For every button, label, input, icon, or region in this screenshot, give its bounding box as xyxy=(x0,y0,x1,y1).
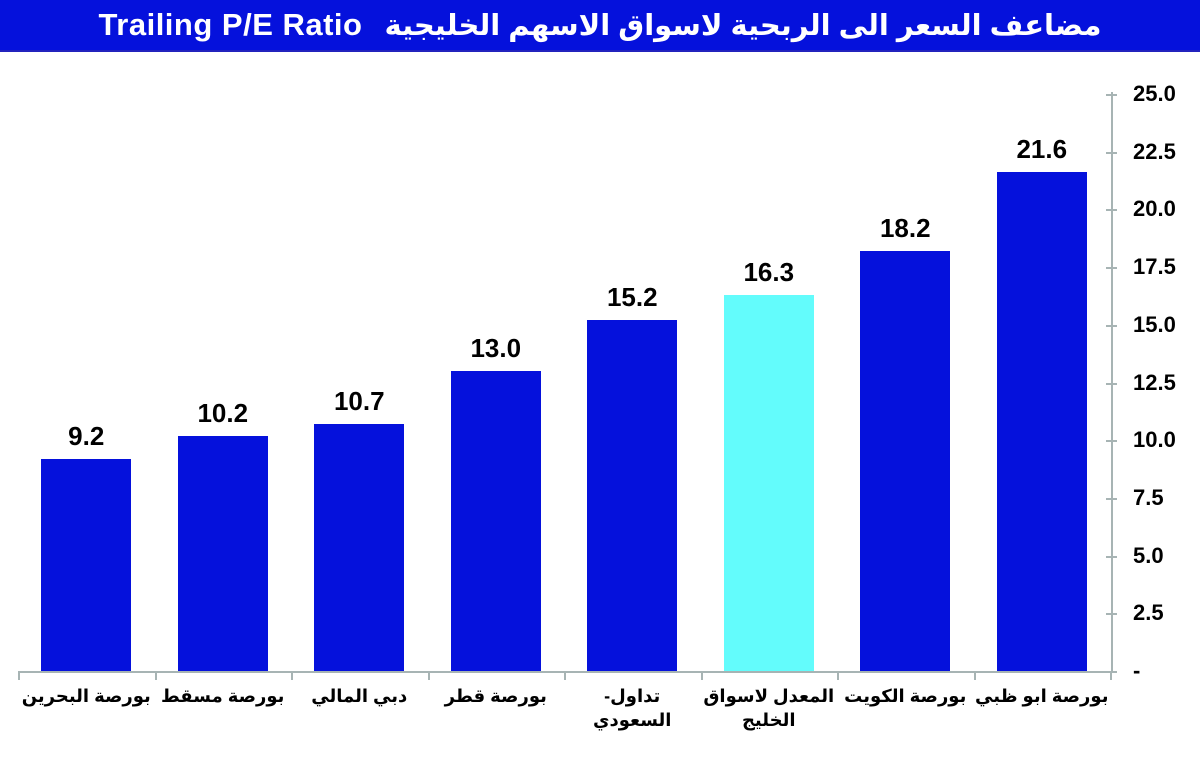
y-tick-mark xyxy=(1106,267,1117,270)
x-tick-mark xyxy=(291,671,293,680)
chart-title-arabic: مضاعف السعر الى الربحية لاسواق الاسهم ال… xyxy=(384,9,1102,42)
y-tick-label: 15.0 xyxy=(1133,311,1176,337)
x-tick-mark xyxy=(427,671,430,680)
bar xyxy=(860,250,951,671)
x-tick-mark xyxy=(700,671,703,680)
bar-value-label: 10.2 xyxy=(197,397,249,428)
y-tick-label: 7.5 xyxy=(1133,484,1164,510)
bar xyxy=(177,435,268,671)
chart-title-english: Trailing P/E Ratio xyxy=(98,7,363,42)
y-tick-mark xyxy=(1106,382,1117,385)
y-tick-mark xyxy=(1106,324,1117,327)
category-label: بورصة الكويت xyxy=(844,686,967,706)
category-label: دبي المالي xyxy=(311,686,408,706)
y-tick-mark xyxy=(1106,613,1117,616)
category-label: بورصة مسقط xyxy=(161,686,285,706)
category-label: المعدل لاسواق الخليج xyxy=(703,686,835,730)
y-tick-label: 17.5 xyxy=(1133,254,1176,280)
bar-value-label: 15.2 xyxy=(606,282,658,313)
bar-value-label: 21.6 xyxy=(1016,134,1068,165)
bar-value-label: 13.0 xyxy=(470,332,522,363)
y-tick-label: 2.5 xyxy=(1133,600,1164,626)
category-label: بورصة البحرين xyxy=(21,686,151,706)
bar xyxy=(41,458,132,671)
category-label: تداول- السعودي xyxy=(593,686,672,730)
bar xyxy=(996,172,1087,671)
y-tick-label: - xyxy=(1133,658,1141,683)
y-tick-mark xyxy=(1106,209,1117,212)
x-tick-mark xyxy=(18,671,20,680)
y-tick-label: 10.0 xyxy=(1133,427,1176,453)
bar-value-label: 10.7 xyxy=(333,386,385,417)
bar-value-label: 9.2 xyxy=(68,420,105,451)
bar-value-label: 18.2 xyxy=(879,212,931,243)
bar xyxy=(587,320,678,671)
bar-gulf-average-highlight xyxy=(723,294,814,671)
y-tick-mark xyxy=(1106,94,1117,96)
y-tick-label: 25.0 xyxy=(1133,81,1176,106)
chart-plot-area: 25.0 22.5 20.0 17.5 15.0 12.5 10.0 7.5 5.0 2.5 - 9.… xyxy=(0,52,1200,782)
y-tick-label: 5.0 xyxy=(1133,542,1164,568)
x-tick-mark xyxy=(1110,671,1112,680)
y-tick-mark xyxy=(1106,151,1117,154)
x-tick-mark xyxy=(154,671,157,680)
category-label: بورصة ابو ظبي xyxy=(975,686,1109,706)
x-tick-mark xyxy=(837,671,839,680)
y-tick-mark xyxy=(1106,497,1117,500)
bar-value-label: 16.3 xyxy=(743,256,795,287)
chart-title-bar: Trailing P/E Ratio مضاعف السعر الى الربح… xyxy=(0,0,1200,52)
y-tick-mark xyxy=(1106,440,1117,443)
bar xyxy=(450,370,541,671)
y-tick-label: 22.5 xyxy=(1133,138,1176,164)
y-tick-label: 20.0 xyxy=(1133,196,1176,222)
x-tick-mark xyxy=(564,671,566,680)
x-tick-mark xyxy=(973,671,976,680)
y-tick-label: 12.5 xyxy=(1133,369,1176,395)
bar xyxy=(314,424,405,671)
y-tick-mark xyxy=(1106,555,1117,558)
category-label: بورصة قطر xyxy=(444,686,547,706)
